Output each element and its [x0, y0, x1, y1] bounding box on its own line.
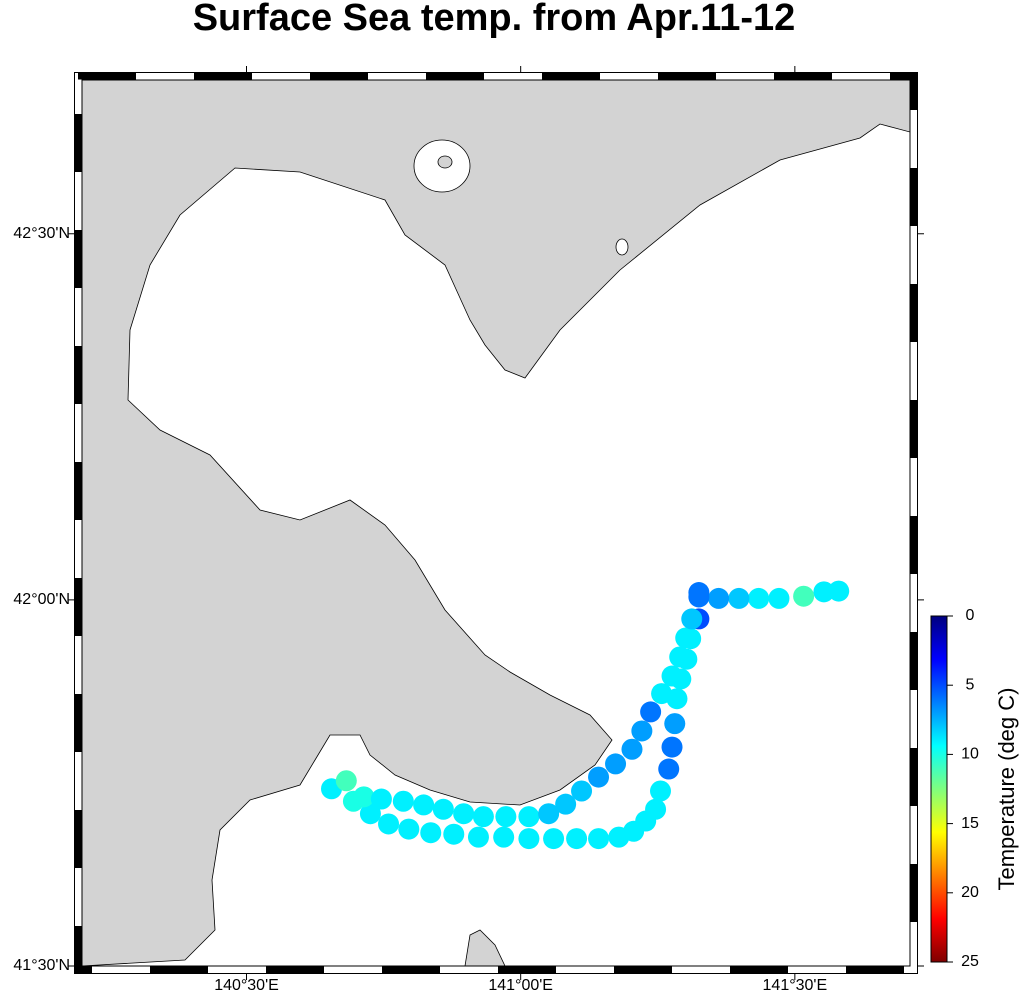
- temperature-point: [359, 803, 381, 825]
- temperature-point: [640, 701, 662, 723]
- temperature-point: [420, 822, 442, 844]
- temperature-point: [728, 587, 750, 609]
- x-tick-label: 141°00'E: [488, 977, 553, 994]
- temperature-point: [555, 793, 577, 815]
- temperature-point: [453, 803, 475, 825]
- temperature-point: [669, 646, 691, 668]
- temperature-point: [571, 780, 593, 802]
- temperature-point: [518, 806, 540, 828]
- colorbar-tick-label: 15: [961, 815, 979, 832]
- temperature-point: [608, 826, 630, 848]
- temperature-point: [681, 608, 703, 630]
- temperature-point: [398, 818, 420, 840]
- temperature-point: [768, 587, 790, 609]
- island: [437, 155, 453, 169]
- temperature-point: [493, 826, 515, 848]
- colorbar-label: Temperature (deg C): [994, 688, 1019, 891]
- x-tick-label: 141°30'E: [763, 977, 828, 994]
- map-title: Surface Sea temp. from Apr.11-12: [193, 0, 796, 39]
- temperature-point: [793, 585, 815, 607]
- coastline: [82, 80, 910, 966]
- temperature-point: [370, 788, 392, 810]
- y-tick-label: 42°00'N: [13, 591, 70, 608]
- temperature-point: [443, 823, 465, 845]
- temperature-point: [708, 587, 730, 609]
- y-tick-label: 41°30'N: [13, 957, 70, 974]
- track: [320, 580, 850, 850]
- temperature-point: [392, 790, 414, 812]
- temperature-point: [621, 738, 643, 760]
- temperature-point: [538, 803, 560, 825]
- temperature-point: [432, 798, 454, 820]
- x-tick-label: 140°30'E: [214, 977, 279, 994]
- y-tick-label: 42°30'N: [13, 225, 70, 242]
- colorbar: [930, 615, 948, 963]
- colorbar-tick-label: 0: [966, 607, 975, 624]
- temperature-point: [467, 826, 489, 848]
- temperature-point: [631, 720, 653, 742]
- temperature-point: [518, 828, 540, 850]
- temperature-point: [813, 581, 835, 603]
- lake: [615, 238, 629, 256]
- colorbar-tick-label: 10: [961, 746, 979, 763]
- temperature-point: [378, 813, 400, 835]
- temperature-point: [664, 713, 686, 735]
- temperature-point: [543, 828, 565, 850]
- temperature-point: [588, 766, 610, 788]
- temperature-point: [661, 665, 683, 687]
- temperature-point: [605, 753, 627, 775]
- temperature-point: [650, 780, 672, 802]
- temperature-point: [661, 736, 683, 758]
- map-frame-outer: [74, 72, 918, 974]
- map-frame: [81, 79, 911, 967]
- temperature-point: [413, 794, 435, 816]
- coastline: [464, 929, 506, 966]
- temperature-point: [658, 758, 680, 780]
- temperature-point: [588, 828, 610, 850]
- temperature-point: [495, 806, 517, 828]
- temperature-point: [675, 627, 697, 649]
- map-frame-checker: [74, 72, 918, 974]
- temperature-point: [651, 683, 673, 705]
- land: [82, 80, 910, 966]
- temperature-point: [353, 786, 375, 808]
- colorbar-tick-label: 25: [961, 953, 979, 970]
- colorbar-tick-label: 20: [961, 884, 979, 901]
- temperature-point: [566, 828, 588, 850]
- temperature-point: [472, 806, 494, 828]
- temperature-point: [828, 580, 850, 602]
- temperature-point: [748, 587, 770, 609]
- temperature-point: [335, 770, 357, 792]
- temperature-point: [688, 582, 710, 604]
- colorbar-tick-label: 5: [966, 676, 975, 693]
